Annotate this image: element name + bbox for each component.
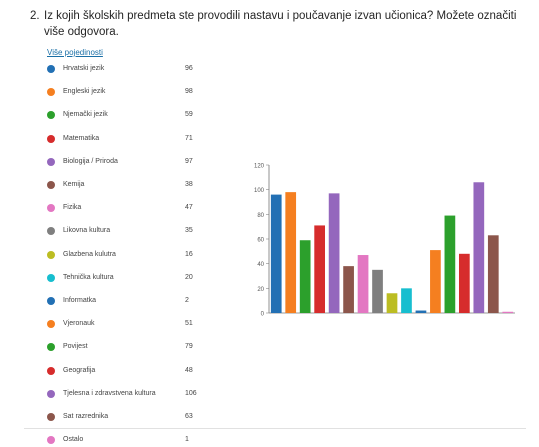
legend-item: Tehnička kultura 20 <box>47 271 217 285</box>
legend-value: 48 <box>185 366 193 374</box>
legend-label: Tjelesna i zdravstvena kultura <box>63 389 156 397</box>
legend-label: Kemija <box>63 181 85 188</box>
bar[interactable] <box>502 311 514 313</box>
legend-label: Povijest <box>63 343 88 351</box>
legend-value: 71 <box>185 134 193 142</box>
y-tick-label: 40 <box>257 262 264 268</box>
legend-value: 47 <box>185 204 193 212</box>
legend-value: 106 <box>185 389 197 397</box>
legend-label: Njemački jezik <box>63 111 108 119</box>
legend-label: Glazbena kulutra <box>63 250 116 258</box>
legend-swatch <box>47 204 55 213</box>
legend-item: Hrvatski jezik 96 <box>47 62 217 76</box>
legend-swatch <box>47 366 55 375</box>
legend-item: Glazbena kulutra 16 <box>47 248 217 262</box>
legend-value: 2 <box>185 297 189 304</box>
legend-swatch <box>47 134 55 143</box>
legend-label: Sat razrednika <box>63 413 109 420</box>
bar[interactable] <box>415 310 427 313</box>
legend-label: Hrvatski jezik <box>63 65 105 72</box>
bar[interactable] <box>299 240 311 313</box>
legend-item: Likovna kultura 35 <box>47 224 217 238</box>
legend-item: Informatka 2 <box>47 294 217 308</box>
bar[interactable] <box>473 182 485 313</box>
bar[interactable] <box>458 253 470 313</box>
legend-label: Ostalo <box>63 436 84 444</box>
y-tick-label: 60 <box>257 238 264 244</box>
legend-label: Biologija / Priroda <box>63 157 118 165</box>
legend-value: 97 <box>185 157 193 165</box>
legend-item: Povijest 79 <box>47 340 217 354</box>
legend-label: Informatka <box>63 297 97 304</box>
bar[interactable] <box>444 215 456 313</box>
legend-swatch <box>47 181 55 189</box>
legend-swatch <box>47 413 55 421</box>
bar[interactable] <box>270 194 282 313</box>
bar[interactable] <box>487 235 499 313</box>
legend-swatch <box>47 320 55 329</box>
legend-item: Engleski jezik 98 <box>47 85 217 99</box>
legend-value: 51 <box>185 320 193 328</box>
legend-value: 35 <box>185 227 193 235</box>
bar[interactable] <box>386 293 398 313</box>
bar[interactable] <box>343 266 354 313</box>
legend-value: 20 <box>185 273 193 281</box>
legend-swatch <box>47 111 55 120</box>
bar[interactable] <box>328 193 340 313</box>
y-tick-label: 20 <box>257 287 264 293</box>
legend-value: 63 <box>185 413 193 420</box>
legend-label: Fizika <box>63 204 82 212</box>
bar-chart: 0 20 40 60 80 100 120 <box>254 164 515 318</box>
legend-swatch <box>47 227 55 236</box>
legend-swatch <box>47 273 55 282</box>
legend-label: Vjeronauk <box>63 320 95 328</box>
legend-label: Likovna kultura <box>63 227 111 235</box>
legend-value: 96 <box>185 65 193 72</box>
legend-swatch <box>47 389 55 398</box>
bar[interactable] <box>372 269 383 313</box>
legend-item: Kemija 38 <box>47 178 217 192</box>
legend-value: 79 <box>185 343 193 351</box>
legend-item: Geografija 48 <box>47 364 217 378</box>
bar[interactable] <box>314 225 326 313</box>
question-text: Iz kojih školskih predmeta ste provodili… <box>44 10 517 38</box>
legend-item: Matematika 71 <box>47 132 217 146</box>
legend-item: Sat razrednika 63 <box>47 410 217 424</box>
y-tick-label: 100 <box>254 188 265 194</box>
legend-label: Matematika <box>63 134 100 142</box>
y-tick-label: 80 <box>257 213 264 219</box>
legend-item: Ostalo 1 <box>47 433 217 447</box>
question-number: 2. <box>30 10 40 22</box>
y-tick-label: 120 <box>254 164 265 170</box>
legend-value: 98 <box>185 88 193 96</box>
more-details-link[interactable]: Više pojedinosti <box>47 48 103 57</box>
legend-item: Tjelesna i zdravstvena kultura 106 <box>47 387 217 401</box>
bar[interactable] <box>401 288 412 313</box>
legend-swatch <box>47 436 55 445</box>
divider <box>24 428 526 429</box>
legend-label: Engleski jezik <box>63 88 106 96</box>
legend-value: 59 <box>185 111 193 119</box>
legend-value: 16 <box>185 250 193 258</box>
legend-value: 38 <box>185 181 193 188</box>
legend-item: Njemački jezik 59 <box>47 108 217 122</box>
legend-swatch <box>47 297 55 305</box>
y-tick-label: 0 <box>261 312 265 318</box>
legend-swatch <box>47 157 55 166</box>
legend-swatch <box>47 88 55 97</box>
legend-swatch <box>47 343 55 352</box>
legend-item: Fizika 47 <box>47 201 217 215</box>
legend-swatch <box>47 250 55 259</box>
legend-label: Geografija <box>63 366 96 374</box>
legend-swatch <box>47 65 55 73</box>
legend-item: Biologija / Priroda 97 <box>47 155 217 169</box>
legend-label: Tehnička kultura <box>63 273 114 281</box>
bar[interactable] <box>357 255 369 313</box>
bar[interactable] <box>285 192 297 313</box>
legend-item: Vjeronauk 51 <box>47 317 217 331</box>
bar[interactable] <box>430 250 441 313</box>
legend-value: 1 <box>185 436 189 444</box>
